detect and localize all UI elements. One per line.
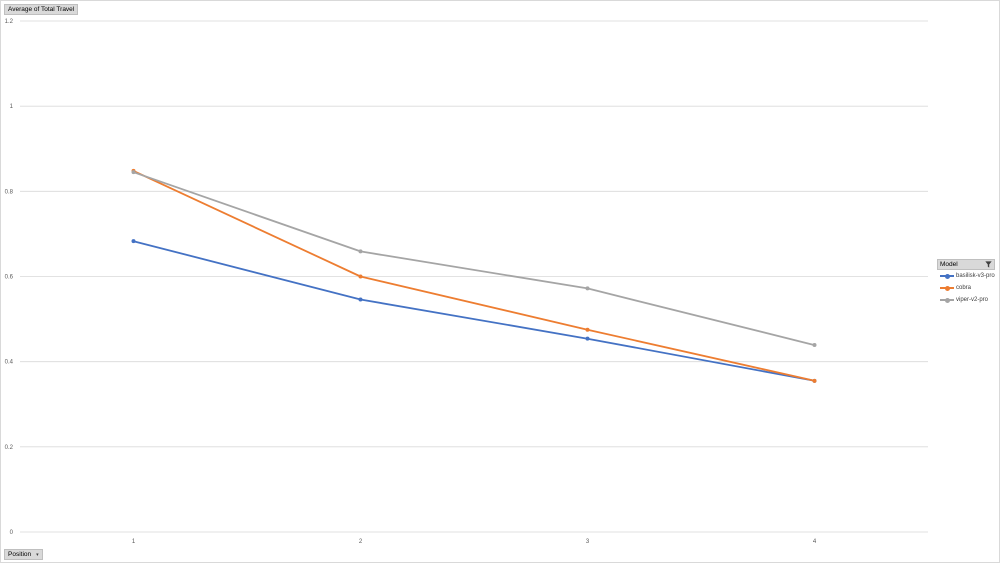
x-tick-label: 1: [132, 539, 136, 545]
dropdown-arrow-icon[interactable]: ▾: [36, 552, 39, 558]
legend-items: basilisk-v3-pro cobra viper-v2-pro: [937, 270, 995, 306]
y-axis-tick-labels: 0 0.2 0.4 0.6 0.8 1 1.2: [5, 19, 14, 536]
x-axis-tick-labels: 1 2 3 4: [132, 539, 817, 545]
series-line-viper-v2-pro: [132, 171, 816, 347]
data-point-cobra: [812, 378, 817, 383]
legend-item-viper-v2-pro: viper-v2-pro: [937, 294, 995, 306]
legend-label: cobra: [956, 285, 972, 291]
y-tick-label: 0: [10, 530, 14, 536]
x-tick-label: 4: [813, 539, 817, 545]
legend-label: viper-v2-pro: [956, 297, 989, 303]
legend-swatch: [940, 285, 954, 291]
value-field-button[interactable]: Average of Total Travel: [4, 4, 79, 15]
data-point-basilisk-v3-pro: [131, 239, 136, 244]
data-point-basilisk-v3-pro: [358, 297, 363, 302]
filter-icon[interactable]: [985, 261, 992, 268]
legend-label: basilisk-v3-pro: [956, 273, 995, 279]
legend: Model basilisk-v3-pro cobra viper-v2-pro: [937, 259, 995, 306]
series-line-basilisk-v3-pro: [132, 240, 816, 382]
legend-title: Model: [940, 261, 958, 268]
series-line-cobra: [132, 169, 816, 382]
axis-field-button[interactable]: Position ▾: [4, 549, 43, 560]
axis-field-label: Position: [8, 551, 32, 558]
y-tick-label: 1: [10, 104, 14, 110]
series-lines: [131, 168, 817, 383]
y-tick-label: 0.8: [5, 189, 14, 195]
x-tick-label: 3: [586, 539, 590, 545]
data-point-viper-v2-pro: [131, 170, 136, 175]
data-point-basilisk-v3-pro: [585, 336, 590, 341]
legend-item-cobra: cobra: [937, 282, 995, 294]
legend-swatch: [940, 273, 954, 279]
y-tick-label: 0.6: [5, 275, 14, 281]
legend-field-button[interactable]: Model: [937, 259, 995, 270]
data-point-viper-v2-pro: [585, 286, 590, 291]
y-tick-label: 1.2: [5, 19, 14, 25]
grid-lines: [20, 20, 928, 533]
data-point-cobra: [358, 274, 363, 279]
data-point-viper-v2-pro: [812, 343, 817, 348]
legend-item-basilisk-v3-pro: basilisk-v3-pro: [937, 270, 995, 282]
data-point-cobra: [585, 327, 590, 332]
value-field-label: Average of Total Travel: [8, 6, 75, 13]
y-tick-label: 0.4: [5, 360, 14, 366]
y-tick-label: 0.2: [5, 445, 14, 451]
x-tick-label: 2: [359, 539, 363, 545]
legend-swatch: [940, 297, 954, 303]
data-point-viper-v2-pro: [358, 249, 363, 254]
